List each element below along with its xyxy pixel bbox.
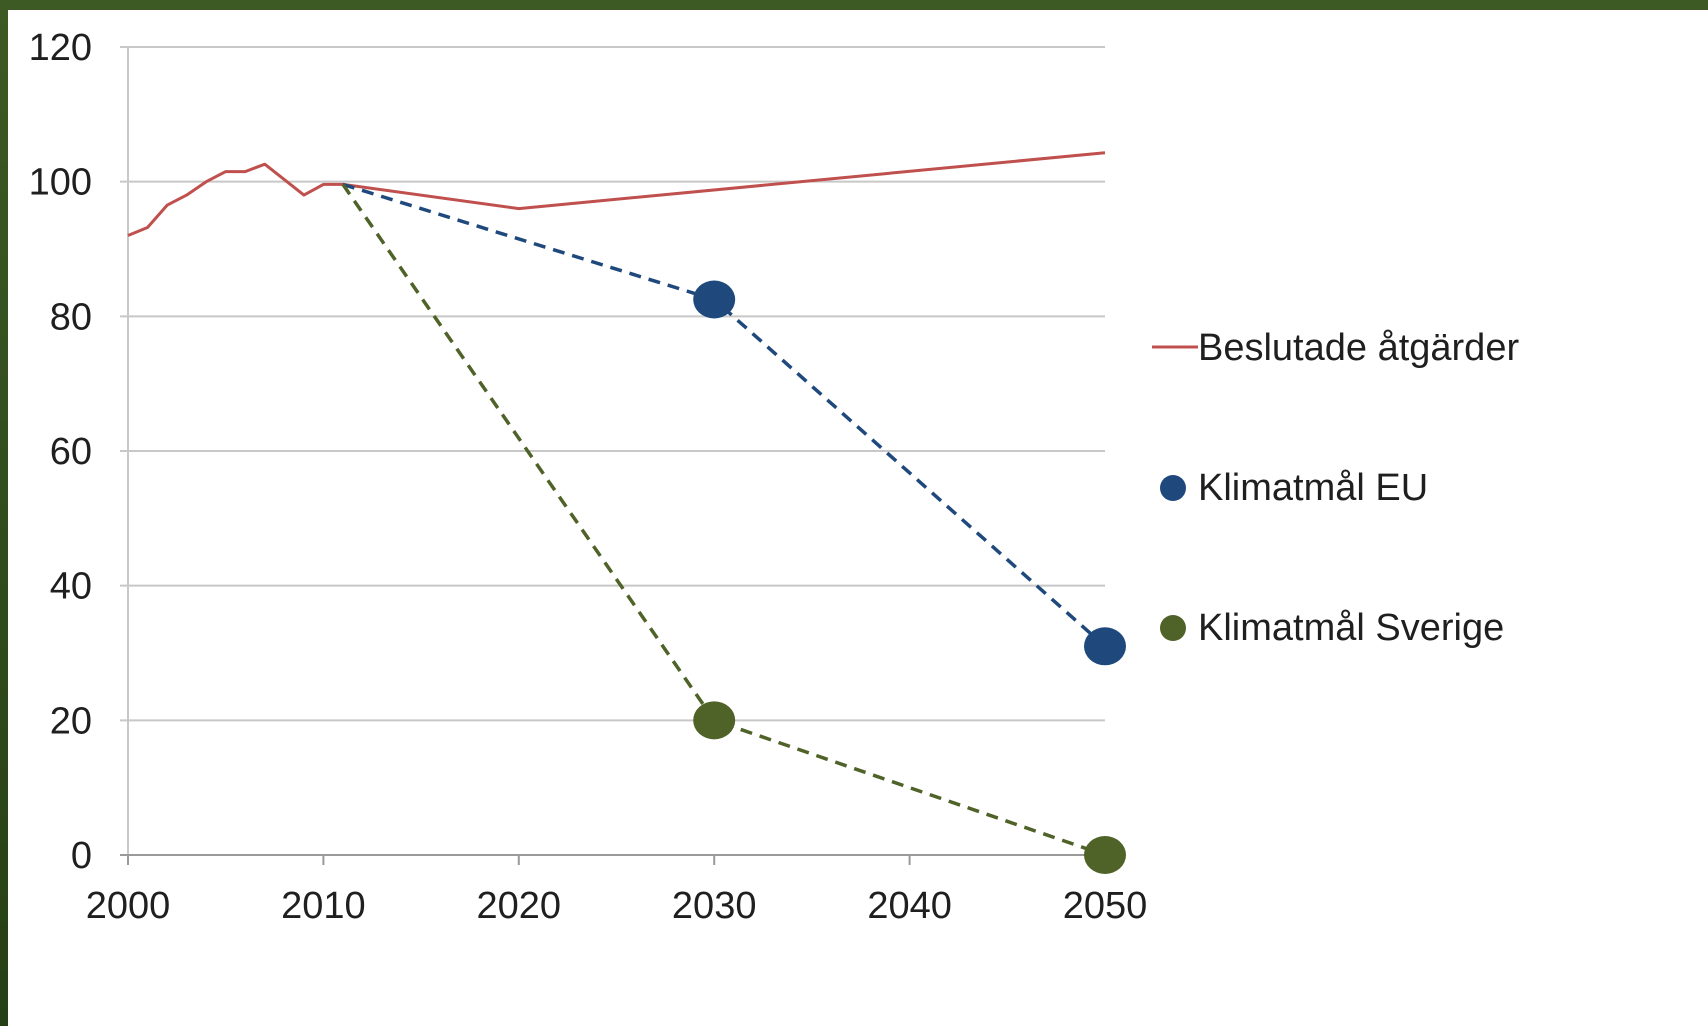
y-tick-label-20: 20 [50,700,92,742]
legend-label-1: Klimatmål EU [1198,467,1428,509]
axes [120,47,1106,865]
legend-label-2: Klimatmål Sverige [1198,607,1504,649]
y-tick-label-80: 80 [50,296,92,338]
y-tick-label-120: 120 [29,27,92,69]
x-tick-label-2030: 2030 [672,885,757,927]
series-line-1 [342,182,1107,648]
x-tick-label-2050: 2050 [1063,885,1148,927]
y-tick-label-100: 100 [29,162,92,204]
marker-series-1-2050 [1084,627,1126,666]
x-tick-label-2000: 2000 [86,885,171,927]
x-tick-label-2040: 2040 [867,885,952,927]
marker-series-2-2030 [693,701,736,740]
y-tick-label-0: 0 [71,835,92,877]
marker-series-1-2030 [693,280,736,319]
legend: Beslutade åtgärder Klimatmål EU Klimatmål … [1152,327,1519,649]
x-tick-label-2020: 2020 [477,885,562,927]
legend-label-0: Beslutade åtgärder [1198,327,1519,369]
marker-series-2-2050 [1084,836,1126,874]
series-line-0 [127,151,1106,237]
y-tick-label-60: 60 [50,431,92,473]
x-tick-label-2010: 2010 [281,885,366,927]
series-layer [127,151,1126,874]
legend-swatch-dot-2 [1160,615,1186,641]
y-axis-ticks: 0 20 40 60 80 100 120 [29,27,92,877]
y-tick-label-40: 40 [50,566,92,608]
chart-panel: 0 20 40 60 80 100 120 2000 2010 2020 2030 2040 2050… [8,10,1708,1026]
gridlines [120,46,1105,856]
legend-swatch-dot-1 [1160,475,1186,501]
x-axis-ticks: 2000 2010 2020 2030 2040 2050 [86,885,1148,927]
